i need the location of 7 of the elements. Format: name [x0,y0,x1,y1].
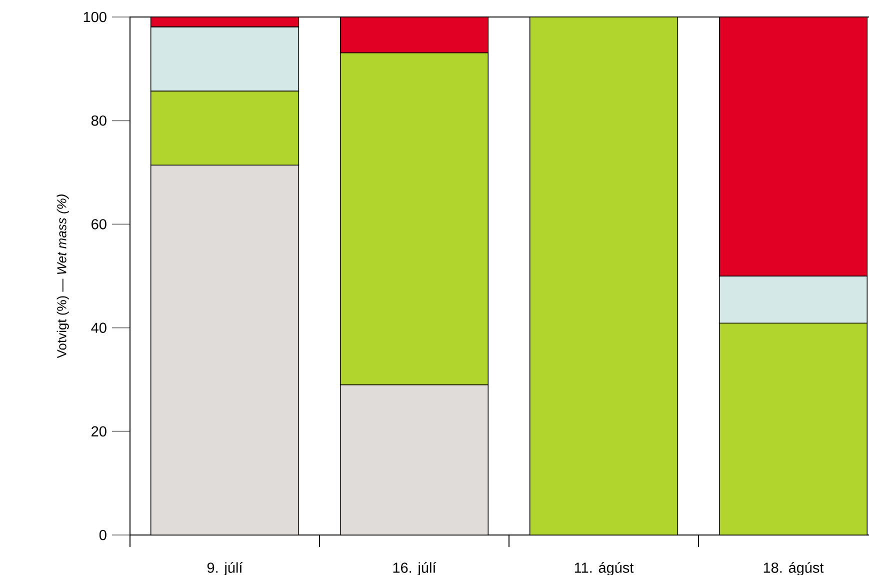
y-tick-label: 0 [99,530,106,540]
y-tick-label: 40 [91,322,106,333]
y-tick-label: 60 [92,219,106,230]
y-tick-label: 20 [92,426,106,437]
y-axis-title: Votvigt (%) — Wet mass (%) [56,194,69,358]
y-tick-label: 100 [84,12,106,22]
y-tick-label: 80 [91,115,106,126]
